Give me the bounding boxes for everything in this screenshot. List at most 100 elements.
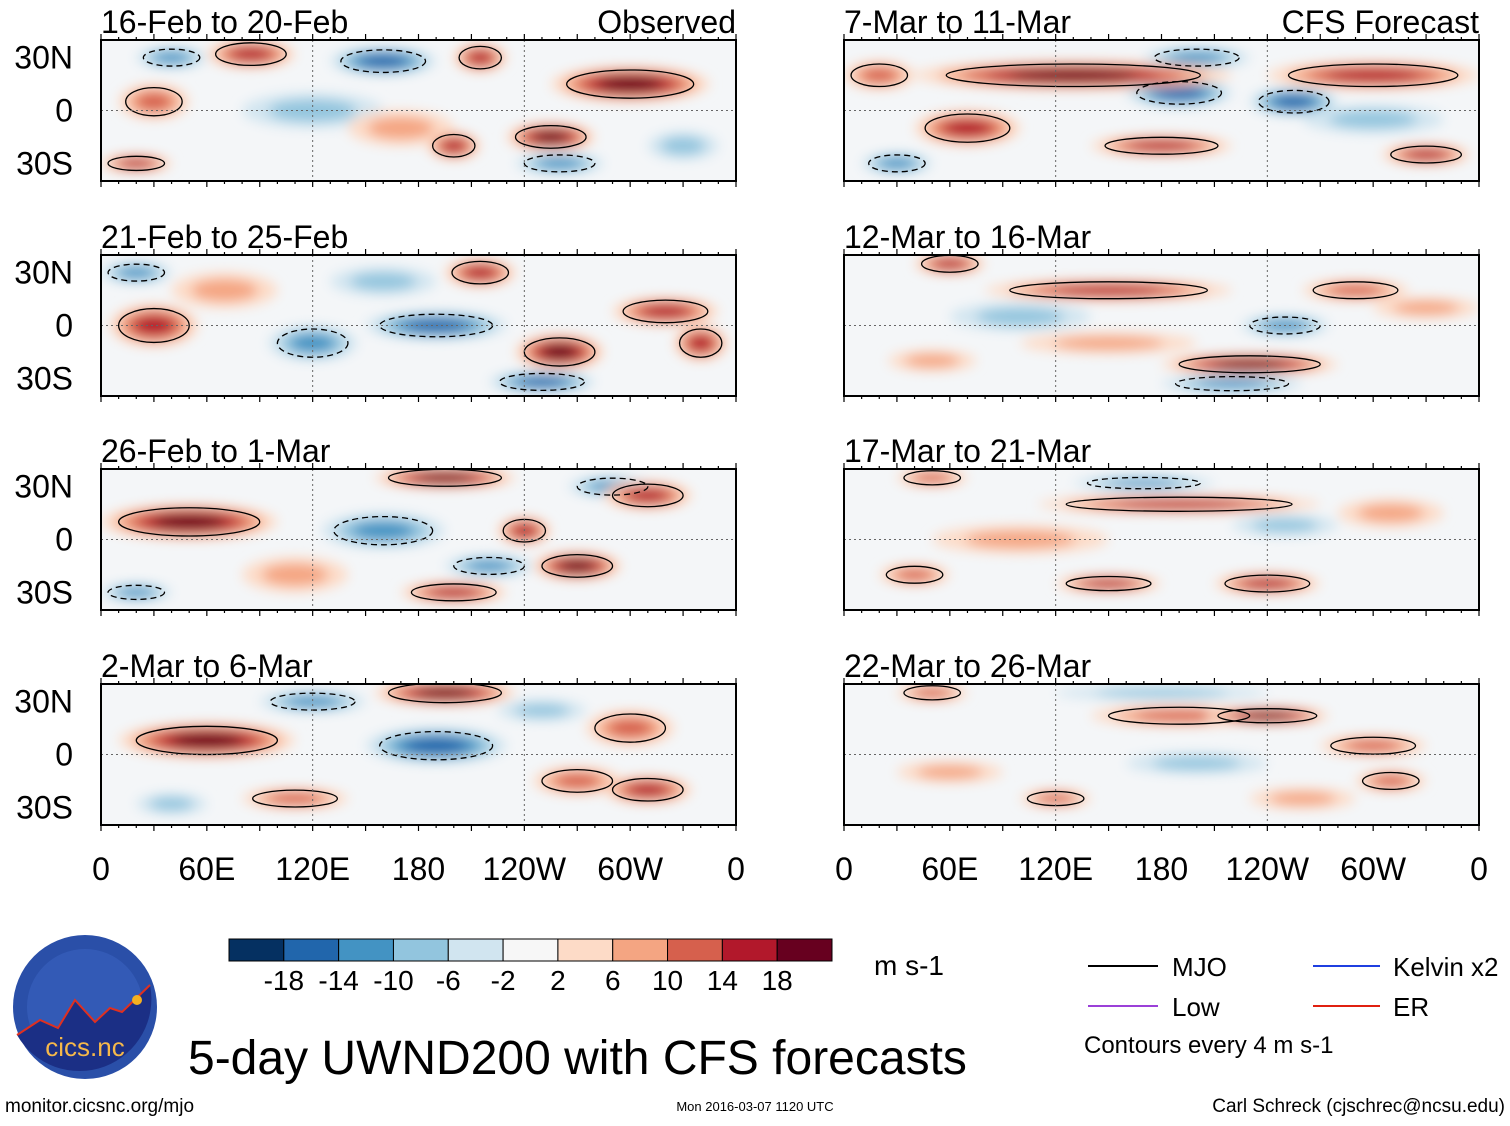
- lon-tick-label: 180: [1135, 851, 1188, 887]
- map-panel: 21-Feb to 25-Feb 30N 0 30S: [14, 219, 737, 402]
- contour-note: Contours every 4 m s-1: [1084, 1032, 1333, 1059]
- colorbar-swatch: [338, 938, 394, 962]
- contour-line: [1178, 355, 1321, 374]
- legend-label-low: Low: [1172, 992, 1220, 1022]
- anomaly-blob: [944, 120, 991, 136]
- contour-line: [1174, 375, 1290, 392]
- anomaly-blob: [405, 737, 468, 754]
- anomaly-blob: [904, 354, 960, 368]
- contour-line: [142, 48, 201, 67]
- contour-line: [1065, 575, 1152, 592]
- contour-line: [1009, 281, 1209, 300]
- contour-line: [340, 49, 427, 74]
- panel-title: 26-Feb to 1-Mar: [101, 433, 331, 469]
- anomaly-blob: [914, 473, 950, 483]
- lon-tick-label: 120W: [1226, 851, 1310, 887]
- colorbar-label: -18: [264, 965, 304, 996]
- contour-line: [1153, 48, 1240, 67]
- lon-tick-label: 60W: [1340, 851, 1407, 887]
- contour-line: [125, 86, 183, 117]
- anomaly-blob: [416, 473, 474, 483]
- colorbar-label: 2: [550, 965, 566, 996]
- map-panel: 26-Feb to 1-Mar 30N 0 30S: [14, 433, 737, 616]
- lat-tick-label: 0: [55, 522, 73, 558]
- map-panel: 7-Mar to 11-Mar CFS Forecast: [843, 4, 1480, 187]
- lon-tick-label: 60E: [921, 851, 978, 887]
- contour-line: [1312, 281, 1399, 300]
- lat-tick-label: 30S: [16, 789, 73, 825]
- contour-line: [1330, 736, 1417, 755]
- figure-title: 5-day UWND200 with CFS forecasts: [188, 1032, 967, 1085]
- anomaly-blob: [1117, 500, 1241, 509]
- anomaly-blob: [1155, 86, 1203, 100]
- contour-line: [514, 125, 587, 149]
- anomaly-blob: [268, 793, 322, 804]
- anomaly-blob: [1326, 69, 1420, 82]
- lon-tick-label: 60E: [178, 851, 235, 887]
- lat-tick-label: 30S: [16, 145, 73, 181]
- anomaly-blob: [134, 316, 174, 335]
- panel-tag: Observed: [597, 4, 736, 40]
- colorbar-label: -2: [491, 965, 516, 996]
- colorbar-swatch: [667, 938, 723, 962]
- anomaly-blob: [1170, 52, 1224, 63]
- panel-title: 12-Mar to 16-Mar: [844, 219, 1092, 255]
- contour-line: [107, 584, 166, 601]
- legend-label-mjo: MJO: [1172, 952, 1227, 982]
- colorbar-label: 18: [762, 965, 793, 996]
- anomaly-blob: [555, 773, 600, 788]
- colorbar: -18 -14 -10 -6 -2 2 6 10 14 18: [228, 938, 833, 996]
- anomaly-blob: [1152, 756, 1241, 770]
- colorbar-swatch: [283, 938, 340, 962]
- lon-tick-label: 0: [92, 851, 110, 887]
- map-panel: 16-Feb to 20-Feb Observed 30N 0 30S: [14, 4, 737, 187]
- lat-tick-label: 30S: [16, 360, 73, 396]
- lon-tick-label: 120W: [483, 851, 567, 887]
- contour-line: [107, 263, 166, 282]
- lat-tick-label: 0: [55, 308, 73, 344]
- legend-label-er: ER: [1393, 992, 1429, 1022]
- anomaly-blob: [1038, 794, 1074, 803]
- contour-line: [903, 470, 962, 486]
- panel-tag: CFS Forecast: [1282, 4, 1479, 40]
- colorbar-swatch: [447, 938, 504, 962]
- source-url[interactable]: monitor.cicsnc.org/mjo: [5, 1096, 194, 1117]
- anomaly-blob: [914, 688, 950, 698]
- colorbar-swatch: [557, 938, 614, 962]
- anomaly-blob: [118, 587, 154, 597]
- anomaly-blob: [533, 131, 569, 143]
- anomaly-blob: [290, 334, 335, 352]
- anomaly-blob: [1346, 740, 1400, 751]
- anomaly-blob: [1196, 379, 1268, 389]
- anomaly-blob: [896, 569, 933, 581]
- logo-text: cics.nc: [45, 1032, 124, 1062]
- contour-line: [333, 515, 434, 546]
- contour-line: [1361, 771, 1420, 791]
- anomaly-blob: [1269, 791, 1336, 806]
- anomaly-blob: [518, 377, 566, 387]
- contour-line: [1257, 89, 1330, 114]
- contour-line: [117, 507, 261, 537]
- contour-line: [458, 45, 503, 70]
- contour-line: [1104, 136, 1219, 155]
- anomaly-blob: [464, 266, 496, 279]
- contour-line: [107, 155, 166, 172]
- contour-line: [868, 154, 926, 173]
- anomaly-blob: [1244, 578, 1291, 589]
- anomaly-blob: [934, 259, 966, 269]
- anomaly-blob: [1009, 69, 1137, 81]
- lon-tick-label: 120E: [275, 851, 350, 887]
- contour-line: [566, 69, 695, 99]
- contour-line: [1065, 496, 1293, 512]
- anomaly-blob: [879, 158, 915, 169]
- contour-line: [594, 713, 667, 743]
- panel-title: 21-Feb to 25-Feb: [101, 219, 348, 255]
- anomaly-blob: [1251, 518, 1319, 533]
- cicsnc-logo: cics.nc: [13, 935, 157, 1079]
- anomaly-blob: [1054, 285, 1163, 295]
- contour-line: [945, 63, 1201, 88]
- lat-tick-label: 30N: [14, 469, 73, 505]
- anomaly-blob: [231, 47, 271, 61]
- colorbar-swatch: [612, 938, 669, 962]
